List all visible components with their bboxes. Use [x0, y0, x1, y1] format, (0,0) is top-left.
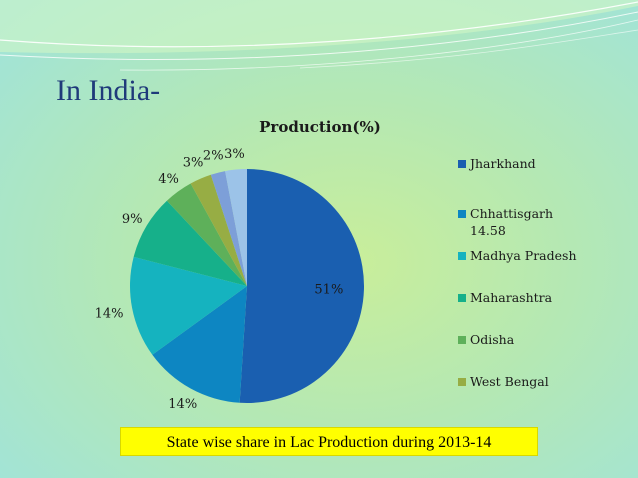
- legend-label: West Bengal: [470, 374, 549, 389]
- pie-data-label-2: 14%: [95, 306, 124, 321]
- slide-caption: State wise share in Lac Production durin…: [120, 427, 538, 456]
- pie-data-label-6: 2%: [203, 149, 224, 164]
- pie-slice-7: [225, 169, 247, 286]
- pie-slice-6: [210, 171, 247, 286]
- legend-item: Jharkhand: [458, 155, 536, 172]
- pie-data-label-7: 3%: [224, 147, 245, 162]
- pie-slice-1: [152, 286, 247, 403]
- legend-label: Jharkhand: [470, 156, 536, 171]
- header-swoosh-decoration: [0, 0, 638, 71]
- chart-title: Production(%): [259, 118, 381, 136]
- pie-data-label-3: 9%: [122, 212, 143, 227]
- legend-swatch: [458, 294, 466, 302]
- legend-label: Chhattisgarh 14.58: [470, 206, 554, 238]
- legend-item: Chhattisgarh 14.58: [458, 205, 553, 239]
- legend-sublabel: 14.58: [470, 223, 506, 238]
- pie-data-label-1: 14%: [168, 397, 197, 412]
- pie-slice-3: [133, 200, 247, 286]
- pie-data-label-0: 51%: [314, 283, 343, 298]
- pie-slice-4: [166, 183, 247, 286]
- legend-label: Odisha: [470, 332, 515, 347]
- pie-data-label-5: 3%: [183, 155, 204, 170]
- legend-swatch: [458, 210, 466, 218]
- legend-label: Madhya Pradesh: [470, 248, 577, 263]
- legend-item: Odisha: [458, 331, 514, 348]
- slide-heading: In India-: [56, 74, 161, 107]
- legend-swatch: [458, 160, 466, 168]
- legend-item: Madhya Pradesh: [458, 247, 577, 264]
- legend-label: Maharashtra: [470, 290, 553, 305]
- legend-item: Maharashtra: [458, 289, 552, 306]
- pie-slice-0: [239, 169, 364, 403]
- pie-data-label-4: 4%: [158, 172, 179, 187]
- legend-item: West Bengal: [458, 373, 549, 390]
- pie-slice-5: [190, 174, 247, 286]
- legend-swatch: [458, 378, 466, 386]
- pie-slice-2: [130, 256, 247, 355]
- legend-swatch: [458, 336, 466, 344]
- legend-swatch: [458, 252, 466, 260]
